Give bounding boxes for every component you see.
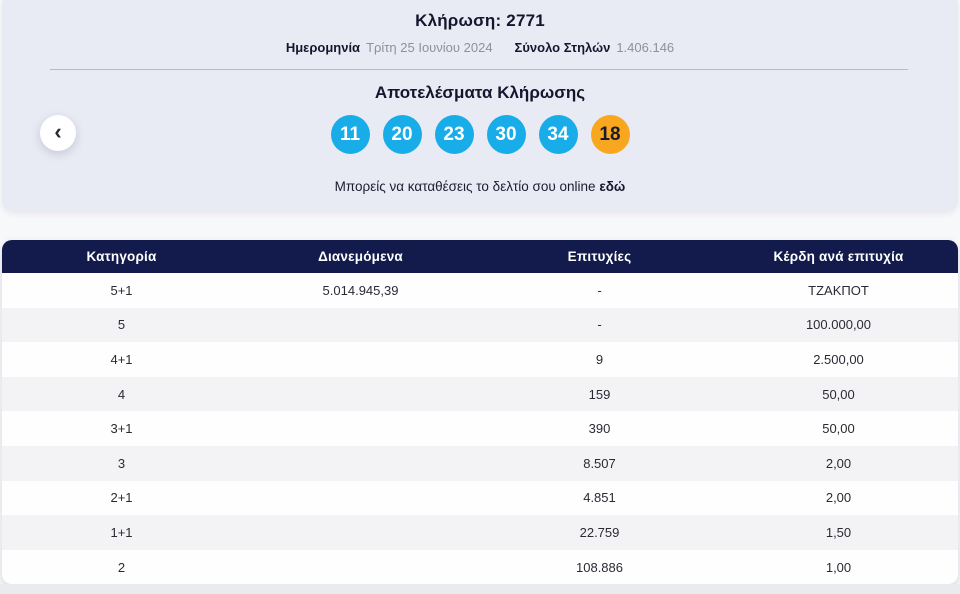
cell-prize: 2,00 — [825, 490, 852, 506]
header-category: Κατηγορία — [2, 240, 241, 273]
draw-columns-value: 1.406.146 — [616, 40, 675, 55]
draw-panel: Κλήρωση: 2771 Ημερομηνία Τρίτη 25 Ιουνίο… — [2, 0, 958, 212]
cell-distributed — [241, 550, 480, 585]
divider — [50, 69, 908, 70]
cell-distributed — [241, 515, 480, 550]
cell-winners: 22.759 — [579, 524, 620, 540]
submit-note: Μπορείς να καταθέσεις το δελτίο σου onli… — [2, 179, 958, 194]
cell-category: 5 — [117, 317, 126, 333]
table-body: 5+1 5.014.945,39 - ΤΖΑΚΠΟΤ 5 - 100.000,0… — [2, 273, 958, 585]
results-title: Αποτελέσματα Κλήρωσης — [374, 83, 586, 102]
cell-distributed — [241, 308, 480, 343]
previous-draw-button[interactable]: ‹ — [40, 115, 76, 151]
number-ball: 20 — [382, 115, 422, 154]
header-prize-per-winner: Κέρδη ανά επιτυχία — [719, 240, 958, 273]
number-ball: 34 — [538, 115, 578, 154]
cell-category: 4+1 — [110, 351, 133, 367]
cell-winners: 108.886 — [576, 559, 623, 575]
draw-columns-label: Σύνολο Στηλών — [514, 40, 611, 55]
cell-distributed — [241, 481, 480, 516]
results-table-card: Κατηγορία Διανεμόμενα Επιτυχίες Κέρδη αν… — [2, 240, 958, 585]
cell-category: 5+1 — [110, 282, 133, 298]
draw-date-label: Ημερομηνία — [285, 40, 361, 55]
submit-note-text: Μπορείς να καταθέσεις το δελτίο σου onli… — [334, 179, 596, 194]
table-row: 3+1 390 50,00 — [2, 411, 958, 446]
cell-category: 3 — [117, 455, 126, 471]
cell-category: 2 — [117, 559, 126, 575]
table-row: 4+1 9 2.500,00 — [2, 342, 958, 377]
cell-winners: 9 — [595, 351, 604, 367]
table-row: 4 159 50,00 — [2, 376, 958, 412]
table-row: 2 108.886 1,00 — [2, 549, 958, 585]
table-header-row: Κατηγορία Διανεμόμενα Επιτυχίες Κέρδη αν… — [2, 240, 958, 273]
cell-prize: 1,50 — [825, 524, 852, 540]
header-winners: Επιτυχίες — [480, 240, 719, 273]
draw-columns: Σύνολο Στηλών 1.406.146 — [515, 40, 675, 55]
table-row: 1+1 22.759 1,50 — [2, 515, 958, 550]
cell-winners: 390 — [588, 421, 611, 437]
cell-distributed — [241, 377, 480, 412]
joker-ball: 18 — [590, 115, 630, 154]
number-ball: 11 — [330, 115, 370, 154]
draw-meta: Ημερομηνία Τρίτη 25 Ιουνίου 2024 Σύνολο … — [2, 40, 958, 55]
cell-prize: ΤΖΑΚΠΟΤ — [808, 282, 869, 298]
cell-distributed: 5.014.945,39 — [322, 282, 399, 298]
cell-category: 3+1 — [110, 421, 133, 437]
cell-winners: 4.851 — [583, 490, 616, 506]
cell-distributed — [241, 342, 480, 377]
table-row: 3 8.507 2,00 — [2, 445, 958, 481]
cell-winners: 8.507 — [583, 455, 616, 471]
number-ball: 30 — [486, 115, 526, 154]
section-gap — [0, 212, 960, 240]
cell-distributed — [241, 411, 480, 446]
draw-date: Ημερομηνία Τρίτη 25 Ιουνίου 2024 — [286, 40, 493, 55]
draw-title: Κλήρωση: 2771 — [415, 11, 545, 30]
draw-date-value: Τρίτη 25 Ιουνίου 2024 — [366, 40, 493, 55]
table-row: 2+1 4.851 2,00 — [2, 480, 958, 516]
cell-distributed — [241, 446, 480, 481]
header-distributed: Διανεμόμενα — [241, 240, 480, 273]
submit-note-link[interactable]: εδώ — [599, 179, 626, 194]
cell-category: 4 — [117, 386, 126, 402]
cell-category: 2+1 — [110, 490, 133, 506]
cell-winners: - — [597, 317, 602, 333]
chevron-left-icon: ‹ — [54, 118, 62, 144]
winning-numbers: 11 20 23 30 34 18 — [2, 115, 958, 154]
cell-prize: 50,00 — [822, 386, 855, 402]
cell-prize: 50,00 — [822, 421, 855, 437]
cell-prize: 2.500,00 — [813, 351, 864, 367]
number-ball: 23 — [434, 115, 474, 154]
cell-winners: 159 — [588, 386, 611, 402]
cell-winners: - — [597, 282, 602, 298]
cell-prize: 100.000,00 — [805, 317, 872, 333]
cell-prize: 1,00 — [825, 559, 852, 575]
table-row: 5+1 5.014.945,39 - ΤΖΑΚΠΟΤ — [2, 273, 958, 308]
table-row: 5 - 100.000,00 — [2, 307, 958, 343]
page-background — [0, 584, 960, 594]
cell-category: 1+1 — [110, 524, 133, 540]
cell-prize: 2,00 — [825, 455, 852, 471]
results-table: Κατηγορία Διανεμόμενα Επιτυχίες Κέρδη αν… — [2, 240, 958, 585]
